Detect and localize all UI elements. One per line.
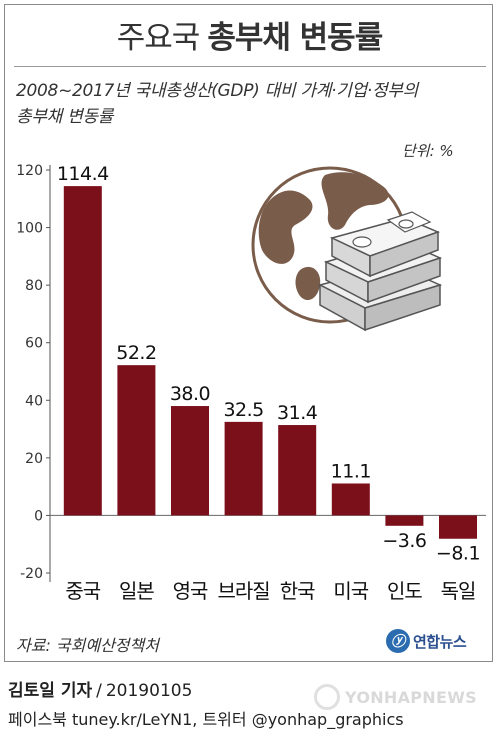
chart-subtitle: 2008~2017년 국내총생산(GDP) 대비 가계·기업·정부의 총부채 변… — [16, 78, 486, 130]
bar-1 — [63, 186, 102, 516]
bar-4 — [224, 421, 263, 516]
credit-separator: / — [96, 681, 102, 701]
bar-6 — [331, 483, 370, 516]
category-label: 영국 — [173, 579, 208, 603]
value-label: −3.6 — [382, 530, 426, 552]
bar-8 — [439, 515, 477, 539]
value-label: 38.0 — [170, 383, 210, 405]
subtitle-line-2: 총부채 변동률 — [16, 107, 114, 127]
watermark: YONHAPNEWS — [314, 684, 477, 710]
category-label: 브라질 — [217, 579, 269, 603]
unit-label: 단위: % — [402, 142, 454, 160]
y-tick-label: 100 — [16, 221, 43, 237]
bar-2 — [117, 365, 156, 516]
category-label: 미국 — [333, 579, 368, 603]
category-label: 인도 — [387, 579, 422, 603]
source-note: 자료: 국회예산정책처 — [16, 636, 159, 655]
value-labels-group: 114.4 52.2 38.0 32.5 31.4 11.1 −3.6 −8.1 — [57, 163, 481, 565]
y-tick-label: 0 — [34, 508, 43, 524]
category-label: 독일 — [441, 579, 476, 603]
category-label: 중국 — [65, 579, 100, 603]
y-axis-ticks: 120 100 80 60 40 20 0 -20 — [16, 163, 486, 582]
category-label: 일본 — [119, 579, 154, 603]
chart-title: 주요국 총부채 변동률 — [0, 12, 499, 57]
y-tick-label: 80 — [25, 278, 43, 294]
logo-mark-icon: ⓨ — [386, 629, 410, 653]
value-label: −8.1 — [436, 543, 480, 565]
yonhap-logo: ⓨ 연합뉴스 — [386, 628, 467, 654]
watermark-circle-icon — [314, 684, 340, 710]
title-divider — [14, 66, 486, 67]
bars-group — [63, 186, 477, 539]
bar-7 — [385, 515, 424, 526]
y-tick-label: 40 — [25, 393, 43, 409]
social-links: 페이스북 tuney.kr/LeYN1, 트위터 @yonhap_graphic… — [8, 710, 404, 729]
reporter-name: 김토일 기자 — [8, 681, 93, 701]
category-labels-group: 중국 일본 영국 브라질 한국 미국 인도 독일 — [65, 579, 476, 603]
bar-5 — [278, 425, 317, 516]
title-bold: 총부채 변동률 — [207, 20, 383, 56]
watermark-text: YONHAPNEWS — [345, 687, 477, 707]
value-label: 52.2 — [116, 342, 156, 364]
value-label: 114.4 — [57, 163, 109, 185]
value-label: 31.4 — [277, 402, 318, 424]
title-light: 주요국 — [116, 20, 201, 56]
value-label: 11.1 — [331, 460, 371, 482]
value-label: 32.5 — [223, 399, 263, 421]
y-tick-label: -20 — [20, 566, 43, 582]
globe-and-money-stack-icon — [251, 166, 443, 332]
logo-text: 연합뉴스 — [413, 632, 467, 651]
y-tick-label: 120 — [16, 163, 43, 179]
y-tick-label: 20 — [25, 451, 43, 467]
credit-line: 김토일 기자/20190105 — [8, 676, 192, 701]
y-tick-label: 60 — [25, 336, 43, 352]
bar-3 — [171, 406, 209, 516]
subtitle-line-1: 2008~2017년 국내총생산(GDP) 대비 가계·기업·정부의 — [16, 81, 418, 101]
category-label: 한국 — [280, 579, 315, 603]
publish-date: 20190105 — [105, 681, 193, 701]
